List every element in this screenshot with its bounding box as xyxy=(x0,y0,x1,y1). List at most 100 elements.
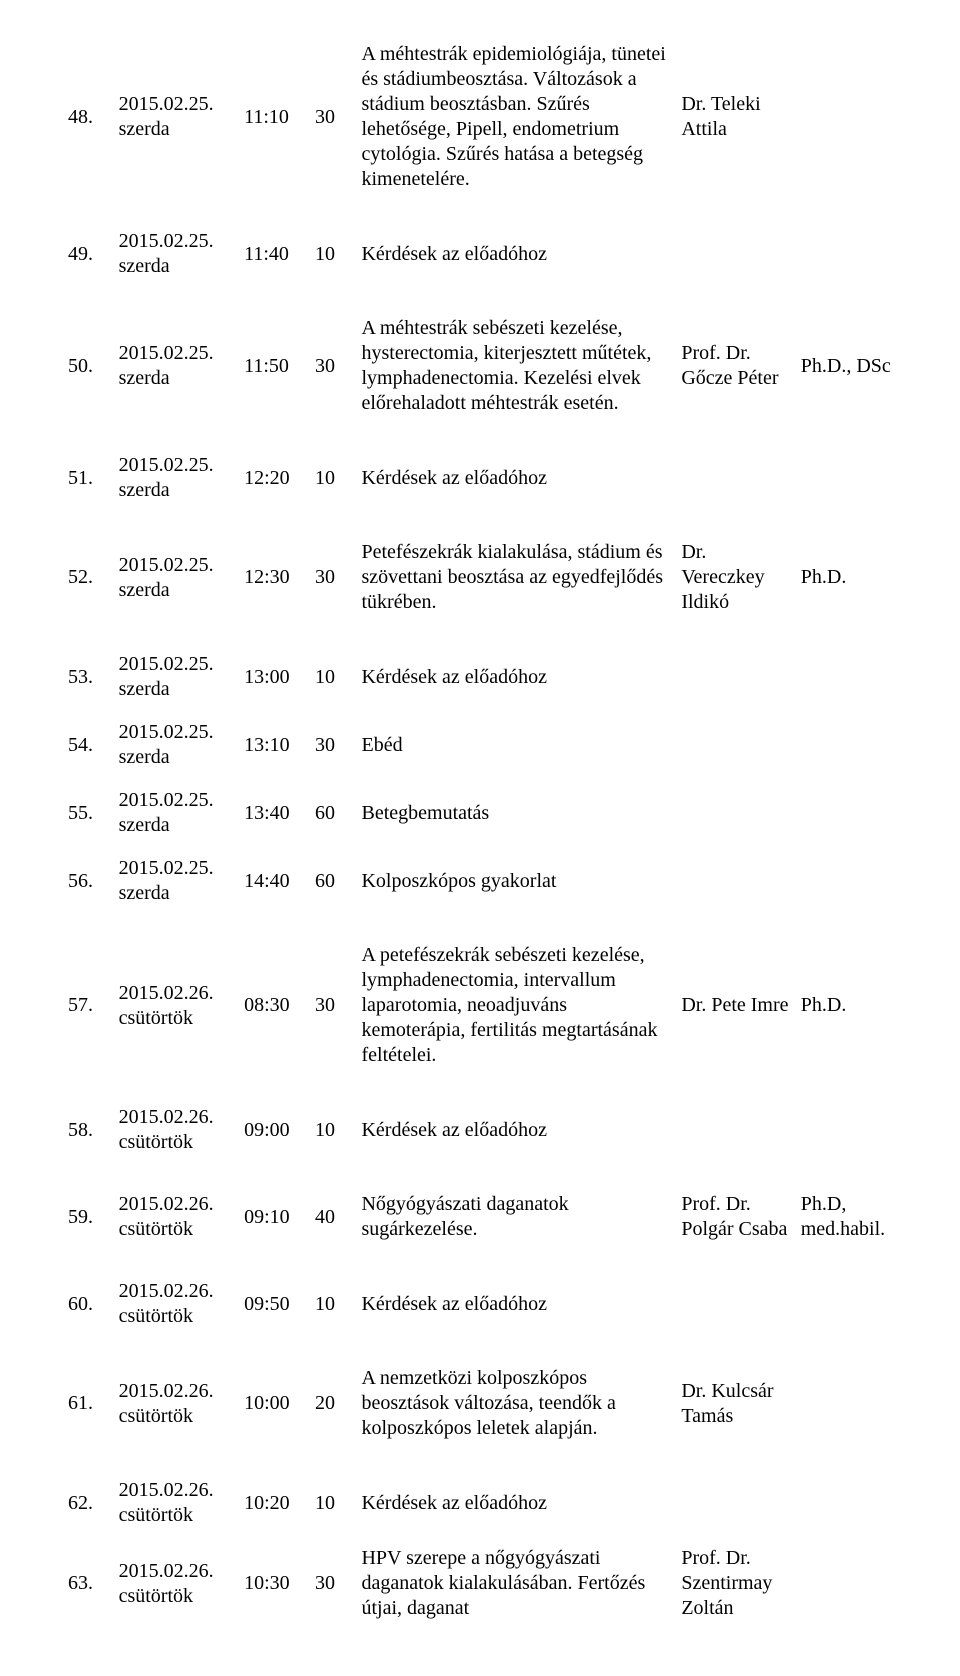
row-number-text: 61. xyxy=(68,1392,93,1414)
table-row: 50.2015.02.25.szerda11:5030A méhtestrák … xyxy=(64,294,896,438)
row-duration: 60 xyxy=(311,853,358,909)
row-presenter: Dr. Vereczkey Ildikó xyxy=(677,518,796,637)
row-time: 10:00 xyxy=(240,1344,311,1463)
row-topic-text: HPV szerepe a nőgyógyászati daganatok ki… xyxy=(361,1547,645,1619)
row-time: 12:30 xyxy=(240,518,311,637)
table-row: 54.2015.02.25.szerda13:1030Ebéd xyxy=(64,717,896,773)
row-date-line1: 2015.02.26. xyxy=(119,1380,214,1402)
row-topic: A petefészekrák sebészeti kezelése, lymp… xyxy=(357,921,677,1090)
row-date: 2015.02.25.szerda xyxy=(115,294,241,438)
row-duration-text: 10 xyxy=(315,666,335,688)
row-duration-text: 40 xyxy=(315,1206,335,1228)
row-date: 2015.02.26.csütörtök xyxy=(115,1102,241,1158)
row-time-text: 12:30 xyxy=(244,566,290,588)
row-presenter xyxy=(677,450,796,506)
row-date: 2015.02.25.szerda xyxy=(115,717,241,773)
row-duration: 60 xyxy=(311,785,358,841)
row-number-text: 57. xyxy=(68,994,93,1016)
row-gap xyxy=(64,438,896,450)
row-topic-text: Kérdések az előadóhoz xyxy=(361,243,546,265)
row-date-line2: szerda xyxy=(119,118,170,140)
row-date-line1: 2015.02.25. xyxy=(119,342,214,364)
row-presenter xyxy=(677,717,796,773)
row-date: 2015.02.25.szerda xyxy=(115,226,241,282)
row-number-text: 63. xyxy=(68,1572,93,1594)
row-number-text: 50. xyxy=(68,355,93,377)
row-degree xyxy=(797,1543,896,1624)
row-presenter: Prof. Dr. Gőcze Péter xyxy=(677,294,796,438)
row-time-text: 12:20 xyxy=(244,467,290,489)
row-gap xyxy=(64,909,896,921)
row-presenter: Prof. Dr. Polgár Csaba xyxy=(677,1170,796,1264)
row-duration-text: 30 xyxy=(315,734,335,756)
row-presenter-text: Dr. Kulcsár Tamás xyxy=(681,1380,773,1427)
table-row: 53.2015.02.25.szerda13:0010Kérdések az e… xyxy=(64,649,896,705)
table-row: 62.2015.02.26.csütörtök10:2010Kérdések a… xyxy=(64,1475,896,1531)
row-presenter xyxy=(677,649,796,705)
row-duration-text: 30 xyxy=(315,1572,335,1594)
row-date: 2015.02.25.szerda xyxy=(115,450,241,506)
row-degree xyxy=(797,226,896,282)
row-presenter xyxy=(677,1102,796,1158)
row-time: 08:30 xyxy=(240,921,311,1090)
row-time-text: 13:00 xyxy=(244,666,290,688)
row-date-line2: szerda xyxy=(119,678,170,700)
row-time: 13:40 xyxy=(240,785,311,841)
row-date-line2: szerda xyxy=(119,579,170,601)
row-date-line1: 2015.02.26. xyxy=(119,1560,214,1582)
row-time-text: 14:40 xyxy=(244,870,290,892)
row-duration-text: 20 xyxy=(315,1392,335,1414)
row-number-text: 49. xyxy=(68,243,93,265)
row-number: 61. xyxy=(64,1344,115,1463)
row-degree xyxy=(797,1276,896,1332)
row-number-text: 56. xyxy=(68,870,93,892)
row-degree: Ph.D., DSc xyxy=(797,294,896,438)
row-topic-text: A méhtestrák sebészeti kezelése, hystere… xyxy=(361,317,651,414)
row-duration-text: 10 xyxy=(315,1293,335,1315)
row-date: 2015.02.25. szerda xyxy=(115,518,241,637)
row-date-line2: csütörtök xyxy=(119,1585,193,1607)
row-date-line2: szerda xyxy=(119,814,170,836)
row-degree xyxy=(797,649,896,705)
row-date-line1: 2015.02.25. xyxy=(119,721,214,743)
row-duration: 30 xyxy=(311,717,358,773)
row-duration-text: 10 xyxy=(315,1492,335,1514)
row-gap xyxy=(64,773,896,785)
row-gap xyxy=(64,506,896,518)
row-degree xyxy=(797,1344,896,1463)
table-row: 61.2015.02.26.csütörtök10:0020A nemzetkö… xyxy=(64,1344,896,1463)
row-number: 52. xyxy=(64,518,115,637)
row-number: 62. xyxy=(64,1475,115,1531)
row-time: 09:50 xyxy=(240,1276,311,1332)
row-topic-text: A petefészekrák sebészeti kezelése, lymp… xyxy=(361,944,657,1066)
row-degree xyxy=(797,785,896,841)
row-gap xyxy=(64,1158,896,1170)
row-number-text: 51. xyxy=(68,467,93,489)
row-duration: 10 xyxy=(311,1102,358,1158)
row-duration: 10 xyxy=(311,226,358,282)
row-topic-text: Kérdések az előadóhoz xyxy=(361,666,546,688)
row-date-line1: 2015.02.25. xyxy=(119,554,214,576)
row-presenter xyxy=(677,1276,796,1332)
row-topic: Kérdések az előadóhoz xyxy=(357,1102,677,1158)
row-duration: 30 xyxy=(311,20,358,214)
row-presenter-text: Prof. Dr. Polgár Csaba xyxy=(681,1193,787,1240)
row-presenter-text: Prof. Dr. Gőcze Péter xyxy=(681,342,778,389)
row-duration: 30 xyxy=(311,921,358,1090)
row-number: 63. xyxy=(64,1543,115,1624)
row-duration-text: 60 xyxy=(315,870,335,892)
row-duration: 10 xyxy=(311,1276,358,1332)
row-topic: Nőgyógyászati daganatok sugárkezelése. xyxy=(357,1170,677,1264)
row-date: 2015.02.26.csütörtök xyxy=(115,1344,241,1463)
row-duration: 10 xyxy=(311,1475,358,1531)
row-date: 2015.02.26. csütörtök xyxy=(115,1543,241,1624)
table-row: 55.2015.02.25.szerda13:4060Betegbemutatá… xyxy=(64,785,896,841)
row-date-line2: csütörtök xyxy=(119,1131,193,1153)
row-degree-text: Ph.D. xyxy=(801,994,847,1016)
row-number: 51. xyxy=(64,450,115,506)
row-gap xyxy=(64,705,896,717)
row-gap xyxy=(64,282,896,294)
row-presenter xyxy=(677,785,796,841)
row-duration: 10 xyxy=(311,649,358,705)
row-date-line2: csütörtök xyxy=(119,1218,193,1240)
